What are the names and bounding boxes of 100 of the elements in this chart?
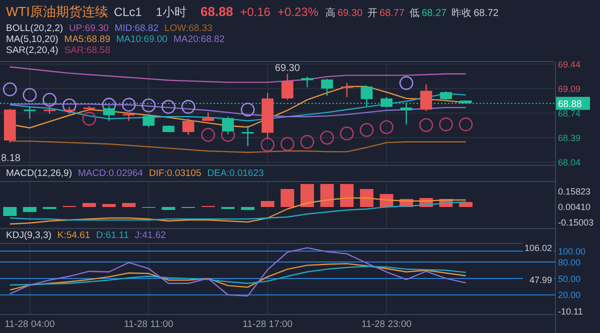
text: MA10:69.00 [116,34,168,45]
text: 高 69.30 [326,7,363,19]
line-series [9,263,466,291]
bar [340,184,354,207]
point [181,100,196,114]
text: BOLL(20,2,2) [6,23,64,34]
candlestick [340,82,353,98]
text: +0.16 [240,5,271,19]
bar [280,189,294,207]
text: J:41.62 [134,230,166,241]
point [320,130,334,145]
x-tick-label: 11-28 17:00 [242,319,293,330]
chart-subtitle: CLc1 [114,5,142,19]
text: KDJ(9,3,3) [6,230,52,241]
candlestick [321,78,333,96]
candlestick [142,113,155,128]
text: MA20:68.82 [173,34,225,45]
point [280,137,294,151]
x-tick-label: 11-28 04:00 [4,319,55,330]
annotation: 47.99 [529,274,552,285]
y-tick-label: 68.04 [558,157,581,168]
point [439,117,453,132]
candlestick [420,84,432,112]
text: 低 68.27 [410,8,448,19]
point [142,98,156,112]
bar [102,204,116,207]
line-series [9,247,466,297]
text: K:54.61 [57,230,90,241]
point [162,100,176,114]
bar [300,184,314,207]
text: +0.23% [277,5,319,19]
bar [360,189,374,207]
bar [22,207,36,212]
bar [3,207,17,216]
text: MACD:0.02964 [78,168,143,179]
point [419,118,434,132]
text: MACD(12,26,9) [6,168,72,179]
candlestick [182,118,194,136]
candlestick [122,112,135,122]
text: 1小时 [156,5,187,19]
y-tick-label: 100.00 [558,246,586,256]
point [42,92,57,107]
y-tick-label: 68.39 [558,132,581,143]
candlestick [242,125,254,147]
text: 68.88 [200,4,234,19]
text: UP:69.30 [69,23,109,34]
text: 开 68.77 [368,8,405,19]
candlestick [301,76,314,88]
text: SAR(2,20,4) [6,45,58,56]
bar [122,203,136,207]
chart-title: WTI原油期货连续 [6,4,108,19]
line-series [9,266,466,286]
y-tick-label: 80.00 [558,257,581,268]
point [82,112,96,126]
point [260,138,275,152]
text: MA5:68.89 [64,34,110,45]
y-tick-label: 68.74 [558,108,581,118]
annotation: 8.18 [1,153,21,164]
text: D:61.11 [96,230,129,241]
bar [162,207,176,210]
point [22,88,37,102]
ref-line-label: 68.88 [558,98,582,110]
text: SAR:68.58 [64,45,110,56]
line-series [9,197,466,225]
point [201,128,216,142]
point [62,98,76,112]
y-tick-label: -0.15003 [558,217,594,228]
point [2,82,17,96]
candlestick [440,90,452,102]
text: LOW:68.33 [164,23,212,34]
bar [260,201,274,207]
point [240,102,255,117]
y-tick-label: -10.11 [558,306,583,317]
y-tick-label: 0.00410 [558,202,591,212]
y-tick-label: 69.09 [558,84,581,94]
text: DEA:0.01623 [207,168,264,179]
x-tick-label: 11-28 11:00 [124,319,174,330]
y-tick-label: 50.00 [558,274,581,284]
candlestick [281,73,294,100]
annotation: 106.02 [524,243,552,254]
bar [82,203,96,207]
candlestick [24,106,36,120]
annotation: 69.30 [274,62,300,74]
y-tick-label: 20.00 [558,290,581,300]
bar [241,207,255,210]
text: 昨收 68.72 [452,7,500,19]
point [122,98,136,112]
point [340,126,354,140]
bar [459,202,473,207]
y-tick-label: 0.15823 [558,186,591,196]
text: DIF:0.03105 [148,168,202,179]
y-tick-label: 69.44 [558,59,581,70]
point [300,134,314,149]
bar [320,184,334,207]
point [360,123,374,137]
text: MID:68.82 [114,23,158,34]
line-series [9,201,466,221]
candlestick [83,106,96,111]
point [380,120,394,134]
point [458,117,473,132]
